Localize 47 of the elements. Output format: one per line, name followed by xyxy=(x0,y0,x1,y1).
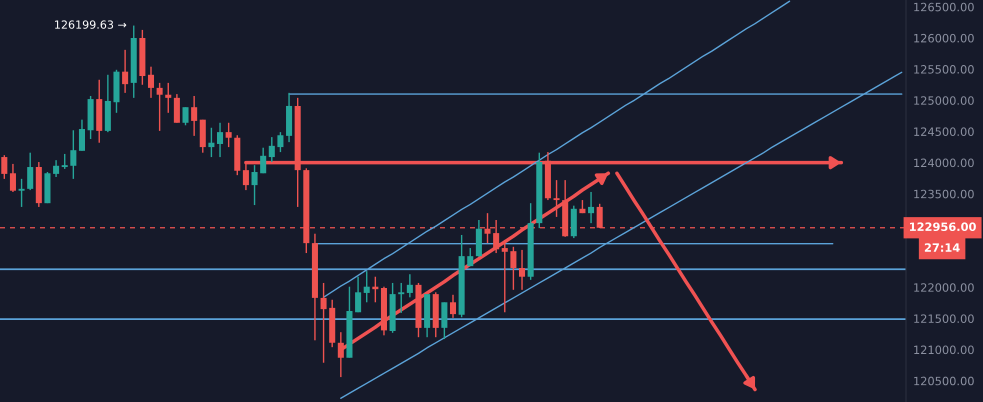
candlestick xyxy=(372,276,378,303)
candlestick xyxy=(122,49,128,94)
annotation: 126199.63 → xyxy=(55,20,126,29)
candlestick xyxy=(156,82,163,132)
candlestick xyxy=(226,122,232,148)
y-tick-label: 125000.00 xyxy=(914,96,974,105)
candlestick xyxy=(364,270,370,303)
candlestick xyxy=(519,249,526,291)
candlestick xyxy=(27,152,34,191)
text: 27:14 xyxy=(924,243,960,252)
y-tick-label: 126500.00 xyxy=(914,2,974,12)
candlestick xyxy=(217,122,224,158)
candlestick xyxy=(320,282,327,364)
candlestick xyxy=(510,246,516,291)
candlestick xyxy=(53,159,60,178)
y-tick-label: 121000.00 xyxy=(914,346,974,354)
candlestick xyxy=(502,239,508,313)
y-tick-label: 122000.00 xyxy=(914,283,974,292)
y-tick-label: 120500.00 xyxy=(914,376,974,386)
candlestick xyxy=(406,274,413,298)
candlestick xyxy=(10,163,16,193)
candlestick xyxy=(148,66,154,99)
candlestick xyxy=(277,131,284,153)
ref-line-label: 122956.00 xyxy=(910,222,976,232)
candlestick xyxy=(208,127,214,158)
candlestick xyxy=(252,164,258,206)
candlestick xyxy=(260,147,266,174)
candlestick xyxy=(191,95,198,137)
candlestick xyxy=(62,153,68,170)
y-tick-label: 125500.00 xyxy=(914,65,974,74)
candlestick xyxy=(268,136,275,163)
candlestick xyxy=(78,118,85,152)
candlestick xyxy=(588,191,594,224)
candlestick xyxy=(554,179,560,218)
y-tick-label: 124000.00 xyxy=(914,158,974,168)
candlestick xyxy=(1,154,8,180)
candlestick xyxy=(450,294,456,319)
candlestick xyxy=(165,82,172,114)
candlestick xyxy=(182,106,189,126)
y-tick-label: 123500.00 xyxy=(914,190,974,198)
candlestick xyxy=(70,130,76,180)
y-tick-label: 124500.00 xyxy=(914,127,974,136)
y-tick-label: 126000.00 xyxy=(914,34,974,43)
y-tick-label: 121500.00 xyxy=(914,314,974,323)
candlestick xyxy=(579,199,586,214)
candlestick xyxy=(467,247,474,267)
candlestick xyxy=(355,276,362,313)
